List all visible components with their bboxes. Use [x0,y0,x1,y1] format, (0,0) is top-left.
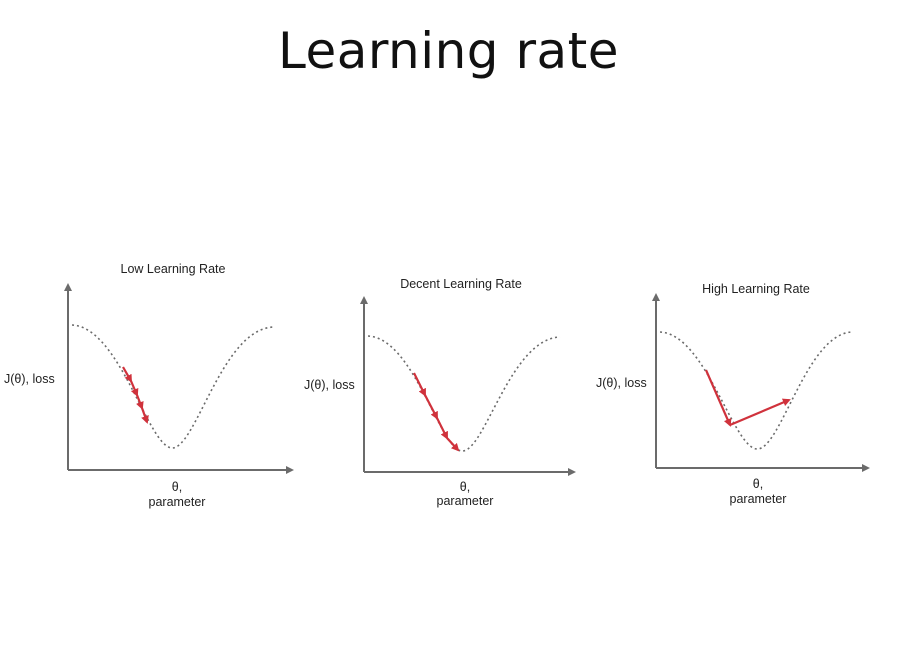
x-axis-label-symbol: θ, [753,477,763,491]
slide-title: Learning rate [277,22,620,80]
y-axis-label: J(θ), loss [596,376,647,390]
panel-high-learning-rate: High Learning Rate J(θ), loss θ, paramet… [596,282,870,506]
y-axis-label: J(θ), loss [4,372,55,386]
x-axis-label: parameter [149,495,206,509]
panel-title: Low Learning Rate [121,262,226,276]
x-axis-label: parameter [730,492,787,506]
panel-title: High Learning Rate [702,282,810,296]
loss-curve [367,335,561,452]
loss-curve [659,331,853,450]
gradient-steps [413,372,460,452]
loss-curve [71,324,275,449]
panel-title: Decent Learning Rate [400,277,522,291]
panel-low-learning-rate: Low Learning Rate J(θ), loss θ, paramete… [4,262,294,509]
x-axis-label: parameter [437,494,494,508]
x-axis-label-symbol: θ, [460,480,470,494]
panel-decent-learning-rate: Decent Learning Rate J(θ), loss θ, param… [304,277,576,508]
y-axis-label: J(θ), loss [304,378,355,392]
gradient-steps [704,369,791,427]
x-axis-label-symbol: θ, [172,480,182,494]
gradient-steps [122,366,149,424]
